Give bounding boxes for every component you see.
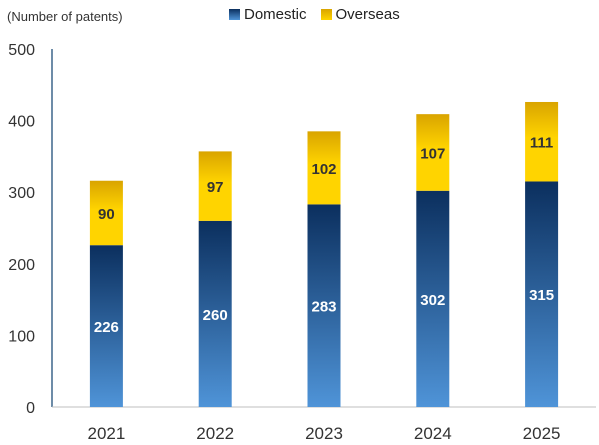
bar-domestic-2025 [525,181,559,407]
data-label-domestic-2022: 260 [203,307,228,324]
y-tick-label: 300 [8,185,35,202]
x-tick-label-2021: 2021 [87,424,125,443]
data-label-domestic-2025: 315 [529,287,554,304]
x-tick-label-2025: 2025 [523,424,561,443]
bar-overseas-2021 [89,180,123,246]
x-tick-label-2023: 2023 [305,424,343,443]
bar-domestic-2023 [307,204,341,407]
data-label-overseas-2022: 97 [207,179,224,196]
legend: Domestic Overseas [229,6,400,23]
data-label-overseas-2023: 102 [311,161,336,178]
bar-domestic-2021 [89,245,123,407]
data-label-domestic-2023: 283 [311,299,336,316]
bar-overseas-2024 [416,114,450,191]
data-label-overseas-2024: 107 [420,145,445,162]
bar-overseas-2025 [525,101,559,182]
legend-label-overseas: Overseas [335,6,400,23]
y-tick-label: 200 [8,257,35,274]
bar-domestic-2022 [198,220,232,407]
y-tick-label: 100 [8,328,35,345]
data-label-domestic-2024: 302 [420,292,445,309]
y-tick-label: 500 [8,42,35,59]
bar-overseas-2022 [198,151,232,221]
legend-swatch-domestic [229,9,240,20]
legend-item-overseas: Overseas [320,6,400,23]
data-label-overseas-2025: 111 [530,135,553,152]
legend-label-domestic: Domestic [244,6,307,23]
y-tick-label: 400 [8,114,35,131]
bar-domestic-2024 [416,190,450,407]
bar-overseas-2023 [307,131,341,205]
data-label-overseas-2021: 90 [98,206,115,223]
legend-swatch-overseas [320,9,332,20]
data-label-domestic-2021: 226 [94,319,119,336]
x-tick-label-2022: 2022 [196,424,234,443]
y-tick-label: 0 [26,400,35,417]
x-tick-label-2024: 2024 [414,424,452,443]
y-axis-unit-label: (Number of patents) [7,9,123,24]
legend-item-domestic: Domestic [229,6,307,23]
